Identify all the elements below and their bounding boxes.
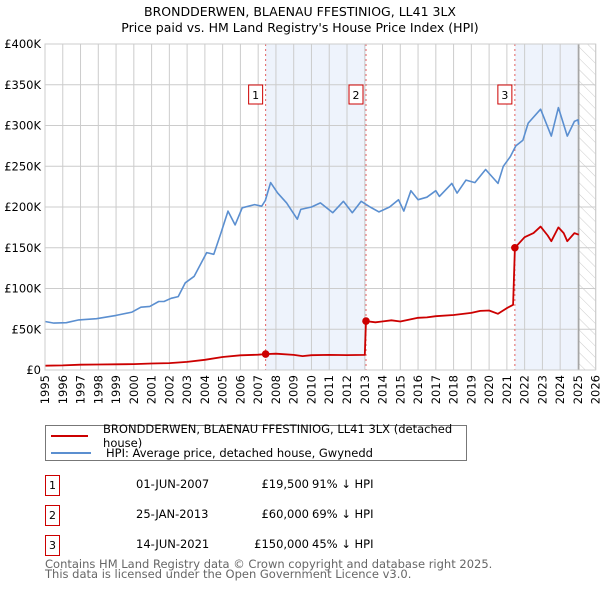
x-tick-label: 2016	[411, 375, 425, 404]
x-tick-label: 2009	[287, 375, 301, 404]
x-tick-label: 2004	[198, 375, 212, 404]
x-tick-label: 1997	[74, 375, 88, 404]
plot-frame	[44, 43, 597, 371]
sale-point	[261, 350, 270, 358]
sale-price: £60,000	[261, 507, 309, 521]
chart-title: BRONDDERWEN, BLAENAU FFESTINIOG, LL41 3L…	[144, 4, 456, 19]
sale-date: 01-JUN-2007	[136, 477, 210, 491]
sale-point	[362, 317, 370, 325]
sale-hpi-diff: 69% ↓ HPI	[312, 507, 374, 521]
y-tick-label: £200K	[4, 200, 41, 214]
legend-label-hpi: HPI: Average price, detached house, Gwyn…	[106, 446, 373, 460]
x-tick-label: 2013	[358, 375, 372, 404]
x-tick-label: 2015	[393, 375, 407, 404]
property-price-line	[44, 225, 580, 367]
y-tick-label: £0	[26, 363, 41, 377]
footer-copyright: Contains HM Land Registry data © Crown c…	[45, 557, 493, 571]
y-tick-label: £100K	[4, 282, 41, 296]
x-tick-label: 2025	[571, 375, 585, 404]
x-tick-label: 2000	[127, 375, 141, 404]
sale-marker-badge	[248, 84, 264, 105]
x-tick-label: 2014	[376, 375, 390, 404]
property-line-swatch	[51, 435, 89, 437]
legend-item-hpi: HPI: Average price, detached house, Gwyn…	[46, 445, 373, 461]
sale-row: 3 14-JUN-2021 £150,000 45% ↓ HPI	[45, 535, 445, 556]
hpi-line-swatch	[51, 452, 91, 454]
y-tick-label: £50K	[12, 322, 42, 336]
x-tick-label: 2008	[269, 375, 283, 404]
sale-number-badge: 1	[45, 475, 60, 496]
legend-item-property: BRONDDERWEN, BLAENAU FFESTINIOG, LL41 3L…	[46, 422, 466, 450]
sale-hpi-diff: 91% ↓ HPI	[312, 477, 374, 491]
legend-label-property: BRONDDERWEN, BLAENAU FFESTINIOG, LL41 3L…	[103, 422, 453, 450]
sale-marker-badge	[348, 84, 364, 105]
sale-point	[511, 243, 519, 252]
sale-row: 1 01-JUN-2007 £19,500 91% ↓ HPI	[45, 475, 445, 496]
x-tick-label: 2023	[535, 375, 549, 404]
sale-marker-label: 3	[501, 89, 508, 102]
x-tick-label: 2011	[322, 375, 336, 404]
sale-price: £19,500	[261, 477, 309, 491]
x-tick-label: 2007	[251, 375, 265, 404]
sale-row: 2 25-JAN-2013 £60,000 69% ↓ HPI	[45, 505, 445, 526]
legend: BRONDDERWEN, BLAENAU FFESTINIOG, LL41 3L…	[45, 422, 467, 461]
sale-price: £150,000	[254, 537, 309, 551]
x-tick-label: 2001	[145, 375, 159, 404]
footer: Contains HM Land Registry data © Crown c…	[45, 557, 493, 581]
x-tick-label: 1999	[109, 375, 123, 404]
sale-number-badge: 3	[45, 535, 60, 556]
x-tick-label: 2019	[464, 375, 478, 404]
footer-licence: This data is licensed under the Open Gov…	[45, 567, 412, 581]
y-tick-label: £300K	[4, 119, 41, 133]
x-tick-label: 2018	[447, 375, 461, 404]
chart-subtitle: Price paid vs. HM Land Registry's House …	[121, 20, 479, 35]
x-tick-label: 2024	[553, 375, 567, 404]
x-tick-label: 2002	[162, 375, 176, 404]
y-tick-label: £250K	[4, 159, 41, 173]
price-chart: 1995 1996 1997 1998 1999 2000 2001 2002 2003 2004…	[4, 37, 600, 404]
x-tick-label: 2026	[589, 375, 600, 404]
x-tick-label: 2003	[180, 375, 194, 404]
x-tick-label: 2012	[340, 375, 354, 404]
x-tick-label: 1998	[91, 375, 105, 404]
x-tick-label: 2006	[233, 375, 247, 404]
x-tick-label: 2005	[216, 375, 230, 404]
x-tick-label: 2022	[518, 375, 532, 404]
x-tick-label: 2010	[304, 375, 318, 404]
sale-date: 25-JAN-2013	[136, 507, 209, 521]
y-tick-label: £400K	[4, 37, 41, 51]
y-tick-label: £350K	[4, 78, 41, 92]
sale-date: 14-JUN-2021	[136, 537, 210, 551]
y-tick-label: £150K	[4, 241, 41, 255]
x-tick-label: 2021	[500, 375, 514, 404]
x-tick-label: 1996	[56, 375, 70, 404]
x-tick-label: 2017	[429, 375, 443, 404]
x-tick-label: 2020	[482, 375, 496, 404]
sale-marker-label: 1	[252, 89, 259, 102]
sale-marker-label: 2	[353, 89, 360, 102]
x-tick-label: 1995	[38, 375, 52, 404]
sale-hpi-diff: 45% ↓ HPI	[312, 537, 374, 551]
sale-marker-badge	[497, 84, 513, 105]
sale-number-badge: 2	[45, 505, 60, 526]
hpi-line	[44, 106, 580, 324]
